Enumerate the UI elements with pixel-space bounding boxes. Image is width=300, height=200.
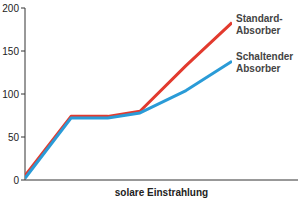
- y-tick: [21, 8, 25, 9]
- y-tick: [21, 180, 25, 181]
- y-tick: [21, 94, 25, 95]
- y-tick-label: 0: [13, 175, 19, 186]
- chart-container: 0 50 100 150 200 solare Einstrahlung Standard-…: [0, 0, 300, 200]
- y-tick-label: 100: [2, 89, 19, 100]
- y-tick-label: 150: [2, 46, 19, 57]
- x-axis-line: [25, 180, 298, 181]
- series-line: [25, 23, 232, 176]
- legend-label: Standard-Absorber: [236, 13, 283, 36]
- series-line: [25, 61, 232, 178]
- x-axis-label: solare Einstrahlung: [115, 187, 208, 198]
- y-tick: [21, 137, 25, 138]
- y-tick-label: 200: [2, 3, 19, 14]
- y-tick-label: 50: [8, 132, 20, 143]
- legend-label: SchaltenderAbsorber: [236, 51, 293, 74]
- y-tick: [21, 51, 25, 52]
- chart-svg: 0 50 100 150 200 solare Einstrahlung Standard-…: [0, 0, 300, 200]
- plot-area: [25, 23, 232, 179]
